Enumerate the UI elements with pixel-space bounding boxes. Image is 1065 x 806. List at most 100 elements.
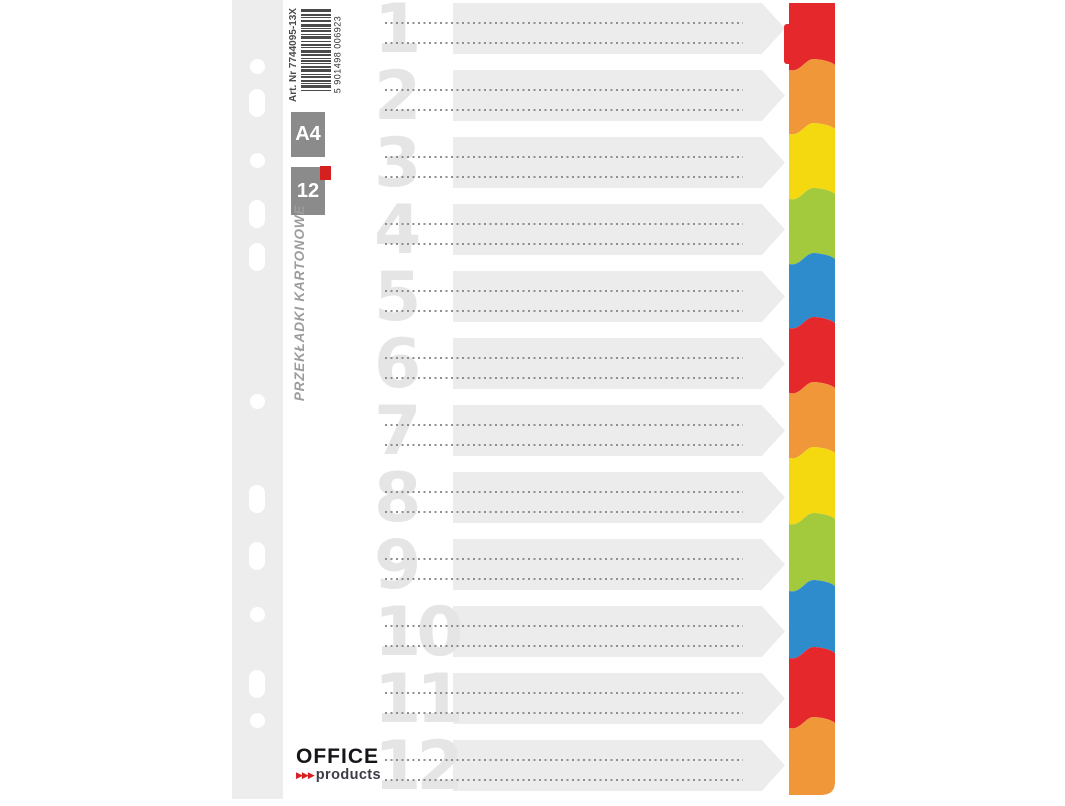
barcode-bar xyxy=(301,20,331,22)
barcode-bar xyxy=(301,30,331,32)
barcode-bar xyxy=(301,34,331,35)
tab-count-badge: 12 xyxy=(291,167,325,215)
punch-hole xyxy=(250,153,265,168)
index-row-band-5 xyxy=(453,271,785,322)
index-row-number-1: 1 xyxy=(374,0,421,69)
punch-hole xyxy=(249,670,265,698)
barcode-bar xyxy=(301,54,331,56)
index-row-number-10: 10 xyxy=(374,593,464,672)
index-row-number-12: 12 xyxy=(374,727,464,806)
dotted-write-line xyxy=(385,377,743,379)
dotted-write-line xyxy=(385,558,743,560)
dotted-write-line xyxy=(385,712,743,714)
index-row-number-6: 6 xyxy=(374,325,421,404)
dotted-write-line xyxy=(385,357,743,359)
dotted-write-line xyxy=(385,223,743,225)
barcode-bar xyxy=(301,36,331,39)
punch-hole xyxy=(250,607,265,622)
barcode-bar xyxy=(301,60,331,62)
dotted-write-line xyxy=(385,243,743,245)
index-row-band-3 xyxy=(453,137,785,188)
dotted-write-line xyxy=(385,290,743,292)
barcode-digits: 5 901498 006923 xyxy=(332,15,342,94)
punch-hole xyxy=(249,243,265,271)
barcode-bar xyxy=(301,28,331,29)
barcode-space xyxy=(301,91,331,93)
dotted-write-line xyxy=(385,692,743,694)
dotted-write-line xyxy=(385,625,743,627)
divider-tab-1-edge xyxy=(784,24,792,64)
index-row-band-6 xyxy=(453,338,785,389)
format-badge: A4 xyxy=(291,112,325,157)
index-row-number-4: 4 xyxy=(374,191,421,270)
product-name-side-text: PRZEKŁADKI KARTONOWE xyxy=(291,204,307,402)
index-row-band-4 xyxy=(453,204,785,255)
index-row-band-2 xyxy=(453,70,785,121)
dotted-write-line xyxy=(385,22,743,24)
article-number-label: Art. Nr 7744095-13X xyxy=(287,8,299,102)
barcode-bar xyxy=(301,44,331,46)
barcode-bar xyxy=(301,9,331,12)
punch-hole xyxy=(249,542,265,570)
dotted-write-line xyxy=(385,511,743,513)
divider-tab-9 xyxy=(789,512,835,592)
barcode-bar xyxy=(301,17,331,18)
barcode-bar xyxy=(301,50,331,53)
index-row-number-8: 8 xyxy=(374,459,421,538)
dotted-write-line xyxy=(385,42,743,44)
index-row-band-7 xyxy=(453,405,785,456)
divider-tab-11 xyxy=(789,646,835,729)
brand-subname: products xyxy=(315,767,381,783)
dotted-write-line xyxy=(385,491,743,493)
index-row-number-9: 9 xyxy=(374,526,421,605)
barcode-bar xyxy=(301,63,331,64)
index-row-band-10 xyxy=(453,606,785,657)
index-row-number-11: 11 xyxy=(374,660,464,739)
barcode-bar xyxy=(301,80,331,82)
index-row-band-1 xyxy=(453,3,785,54)
barcode xyxy=(301,9,331,99)
dotted-write-line xyxy=(385,156,743,158)
barcode-bar xyxy=(301,76,331,78)
punch-hole xyxy=(249,89,265,117)
barcode-bar xyxy=(301,83,331,84)
brand-name: OFFICE xyxy=(296,745,379,768)
barcode-bar xyxy=(301,90,331,91)
dotted-write-line xyxy=(385,424,743,426)
dotted-write-line xyxy=(385,779,743,781)
divider-tab-4 xyxy=(789,187,835,265)
punch-hole xyxy=(250,394,265,409)
index-row-number-2: 2 xyxy=(374,57,421,136)
dotted-write-line xyxy=(385,645,743,647)
punch-hole xyxy=(249,485,265,513)
brand-arrows-icon: ▶▶▶ xyxy=(296,769,315,780)
barcode-bar xyxy=(301,69,331,72)
divider-tab-7 xyxy=(789,381,835,459)
punch-hole xyxy=(250,59,265,74)
divider-tab-3 xyxy=(789,122,835,200)
dotted-write-line xyxy=(385,759,743,761)
red-corner-mark xyxy=(320,166,331,180)
divider-tab-1 xyxy=(789,3,835,71)
dotted-write-line xyxy=(385,109,743,111)
index-row-band-11 xyxy=(453,673,785,724)
dotted-write-line xyxy=(385,310,743,312)
index-row-band-9 xyxy=(453,539,785,590)
barcode-bar xyxy=(301,14,331,16)
dotted-write-line xyxy=(385,176,743,178)
divider-tab-6 xyxy=(789,316,835,394)
dotted-write-line xyxy=(385,578,743,580)
index-row-band-12 xyxy=(453,740,785,791)
index-row-number-3: 3 xyxy=(374,124,421,203)
index-row-number-7: 7 xyxy=(374,392,421,471)
divider-tab-2 xyxy=(789,58,835,135)
punch-hole xyxy=(250,713,265,728)
index-row-band-8 xyxy=(453,472,785,523)
barcode-bar xyxy=(301,74,331,75)
barcode-bar xyxy=(301,85,331,88)
barcode-bar xyxy=(301,24,331,27)
index-row-number-5: 5 xyxy=(374,258,421,337)
divider-tab-10 xyxy=(789,579,835,659)
color-tabs-column xyxy=(784,3,835,795)
dotted-write-line xyxy=(385,89,743,91)
